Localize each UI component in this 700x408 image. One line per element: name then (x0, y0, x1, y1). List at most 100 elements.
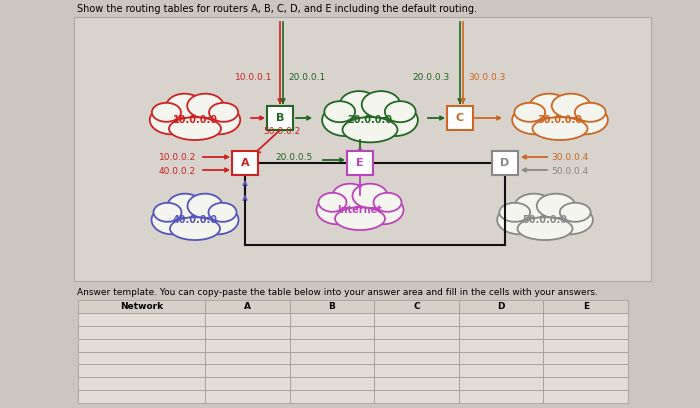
Ellipse shape (152, 103, 181, 122)
Ellipse shape (324, 101, 355, 122)
FancyBboxPatch shape (232, 151, 258, 175)
Ellipse shape (560, 203, 591, 222)
Ellipse shape (497, 206, 543, 234)
FancyBboxPatch shape (543, 364, 628, 377)
Ellipse shape (170, 217, 220, 240)
FancyBboxPatch shape (543, 352, 628, 364)
Ellipse shape (533, 117, 587, 140)
FancyBboxPatch shape (458, 390, 543, 403)
FancyBboxPatch shape (290, 390, 375, 403)
FancyBboxPatch shape (543, 300, 628, 313)
FancyBboxPatch shape (543, 313, 628, 326)
Ellipse shape (547, 206, 593, 234)
Ellipse shape (561, 105, 608, 134)
FancyBboxPatch shape (267, 106, 293, 130)
FancyBboxPatch shape (205, 364, 290, 377)
Ellipse shape (167, 197, 223, 239)
FancyBboxPatch shape (458, 326, 543, 339)
Text: 40.0.0.0: 40.0.0.0 (172, 215, 218, 225)
Ellipse shape (169, 117, 221, 140)
Text: E: E (582, 302, 589, 311)
Ellipse shape (197, 105, 240, 134)
FancyBboxPatch shape (458, 313, 543, 326)
FancyBboxPatch shape (205, 300, 290, 313)
Text: Network: Network (120, 302, 163, 311)
Ellipse shape (514, 194, 553, 218)
FancyBboxPatch shape (290, 326, 375, 339)
Text: B: B (328, 302, 335, 311)
Ellipse shape (362, 91, 400, 118)
FancyBboxPatch shape (543, 339, 628, 352)
Ellipse shape (385, 101, 416, 122)
Ellipse shape (332, 184, 368, 208)
FancyBboxPatch shape (290, 339, 375, 352)
Ellipse shape (197, 206, 239, 234)
Ellipse shape (335, 207, 385, 230)
Ellipse shape (372, 104, 418, 136)
Ellipse shape (530, 97, 590, 139)
Ellipse shape (353, 184, 388, 208)
Text: Internet: Internet (337, 205, 382, 215)
Ellipse shape (514, 103, 545, 122)
Text: 30.0.0.0: 30.0.0.0 (538, 115, 582, 125)
Text: B: B (276, 113, 284, 123)
Text: A: A (241, 158, 249, 168)
FancyBboxPatch shape (374, 352, 458, 364)
FancyBboxPatch shape (458, 364, 543, 377)
Text: 20.0.0.3: 20.0.0.3 (413, 73, 450, 82)
Ellipse shape (342, 117, 398, 142)
Ellipse shape (151, 206, 193, 234)
Ellipse shape (499, 203, 530, 222)
FancyBboxPatch shape (374, 339, 458, 352)
Text: 10.0.0.2: 10.0.0.2 (159, 153, 196, 162)
FancyBboxPatch shape (78, 377, 205, 390)
FancyBboxPatch shape (458, 352, 543, 364)
FancyBboxPatch shape (205, 352, 290, 364)
Ellipse shape (530, 94, 568, 118)
Ellipse shape (187, 94, 223, 118)
FancyBboxPatch shape (290, 364, 375, 377)
FancyBboxPatch shape (347, 151, 373, 175)
Ellipse shape (167, 194, 202, 218)
Text: 20.0.0.0: 20.0.0.0 (347, 115, 393, 125)
FancyBboxPatch shape (374, 326, 458, 339)
Ellipse shape (537, 194, 575, 218)
Text: 30.0.0.3: 30.0.0.3 (468, 73, 505, 82)
FancyBboxPatch shape (78, 364, 205, 377)
Ellipse shape (340, 91, 378, 118)
Text: 10.0.0.1: 10.0.0.1 (234, 73, 272, 82)
Ellipse shape (316, 195, 358, 224)
FancyBboxPatch shape (458, 300, 543, 313)
FancyBboxPatch shape (78, 326, 205, 339)
FancyBboxPatch shape (205, 326, 290, 339)
FancyBboxPatch shape (74, 17, 651, 281)
FancyBboxPatch shape (290, 313, 375, 326)
Text: D: D (500, 158, 510, 168)
Ellipse shape (167, 97, 223, 139)
Ellipse shape (361, 195, 403, 224)
FancyBboxPatch shape (543, 390, 628, 403)
FancyBboxPatch shape (78, 300, 205, 313)
FancyBboxPatch shape (374, 364, 458, 377)
Ellipse shape (514, 197, 575, 239)
Text: E: E (356, 158, 364, 168)
Text: 30.0.0.4: 30.0.0.4 (551, 153, 588, 162)
FancyBboxPatch shape (205, 390, 290, 403)
FancyBboxPatch shape (290, 377, 375, 390)
Ellipse shape (318, 193, 346, 212)
FancyBboxPatch shape (374, 313, 458, 326)
Text: D: D (497, 302, 505, 311)
Text: Answer template. You can copy-paste the table below into your answer area and fi: Answer template. You can copy-paste the … (77, 288, 598, 297)
Ellipse shape (188, 194, 223, 218)
FancyBboxPatch shape (78, 339, 205, 352)
Ellipse shape (374, 193, 402, 212)
Text: Show the routing tables for routers A, B, C, D, and E including the default rout: Show the routing tables for routers A, B… (77, 4, 477, 14)
Ellipse shape (332, 187, 388, 229)
Text: 10.0.0.0: 10.0.0.0 (172, 115, 218, 125)
Ellipse shape (322, 104, 368, 136)
FancyBboxPatch shape (543, 326, 628, 339)
FancyBboxPatch shape (374, 377, 458, 390)
FancyBboxPatch shape (543, 377, 628, 390)
Text: 50.0.0.0: 50.0.0.0 (522, 215, 568, 225)
Text: 20.0.0.5: 20.0.0.5 (276, 153, 313, 162)
